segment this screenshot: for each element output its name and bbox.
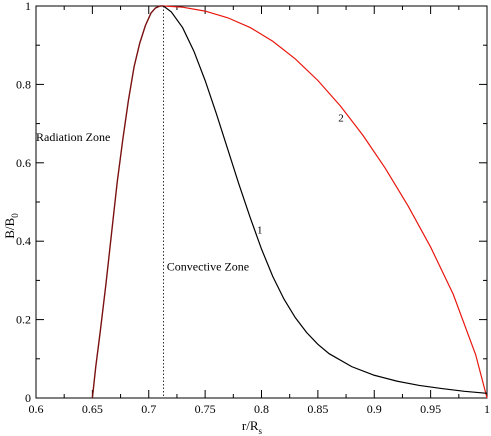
x-tick-label: 0.95 xyxy=(420,402,441,416)
x-tick-label: 0.75 xyxy=(195,402,216,416)
x-axis-ticks: 0.6 0.65 0.7 0.75 0.8 0.85 0.9 0.95 1 xyxy=(29,6,490,416)
y-tick-label: 0.6 xyxy=(16,156,31,170)
x-axis-label: r/Rs xyxy=(242,418,263,436)
y-tick-label: 1 xyxy=(25,0,31,13)
curve-2-line xyxy=(163,5,488,399)
curve-1-label: 1 xyxy=(257,224,263,236)
x-tick-label: 0.65 xyxy=(82,402,103,416)
x-tick-label: 0.7 xyxy=(141,402,156,416)
x-tick-label: 0.9 xyxy=(367,402,382,416)
radiation-zone-label: Radiation Zone xyxy=(36,130,110,144)
y-tick-label: 0 xyxy=(25,391,31,405)
y-tick-label: 0.2 xyxy=(16,313,31,327)
y-tick-label: 0.4 xyxy=(16,234,31,248)
curve-1-line xyxy=(163,5,488,394)
y-axis-ticks: 0 0.2 0.4 0.6 0.8 1 xyxy=(16,0,487,405)
x-tick-label: 0.8 xyxy=(254,402,269,416)
curve-2-label: 2 xyxy=(338,113,344,125)
plot-frame xyxy=(35,5,488,399)
x-tick-label: 0.85 xyxy=(307,402,328,416)
convective-zone-label: Convective Zone xyxy=(167,260,249,274)
x-tick-label: 0.6 xyxy=(29,402,44,416)
y-axis-label: B/B0 xyxy=(2,213,20,239)
y-tick-label: 0.8 xyxy=(16,77,31,91)
x-tick-label: 1 xyxy=(484,402,490,416)
shared-rise-line xyxy=(91,5,164,399)
